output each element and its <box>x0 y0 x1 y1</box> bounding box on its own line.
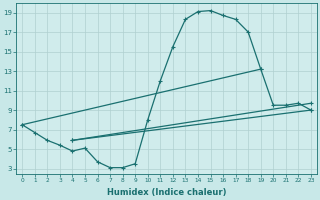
X-axis label: Humidex (Indice chaleur): Humidex (Indice chaleur) <box>107 188 226 197</box>
